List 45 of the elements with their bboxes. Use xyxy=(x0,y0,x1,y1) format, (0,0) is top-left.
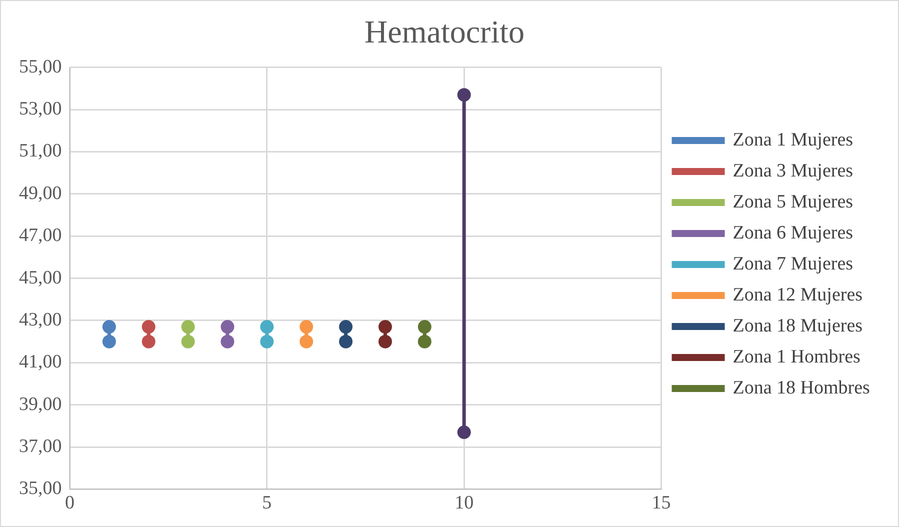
x-tick-label: 0 xyxy=(65,492,74,514)
legend-label: Zona 18 Hombres xyxy=(732,377,870,398)
y-tick-label: 37,00 xyxy=(19,436,62,458)
legend-label: Zona 6 Mujeres xyxy=(732,222,854,244)
legend-label: Zona 12 Mujeres xyxy=(732,284,863,306)
point xyxy=(220,334,234,348)
point xyxy=(418,334,432,348)
point xyxy=(300,334,314,348)
point xyxy=(457,426,471,440)
point xyxy=(220,320,234,334)
point xyxy=(260,334,274,348)
point xyxy=(300,320,314,334)
point xyxy=(378,320,392,334)
legend-label: Zona 18 Mujeres xyxy=(732,315,863,336)
point xyxy=(181,320,195,334)
x-tick-label: 10 xyxy=(454,492,474,514)
y-tick-label: 35,00 xyxy=(19,478,62,500)
point xyxy=(339,320,353,334)
y-tick-label: 49,00 xyxy=(19,182,62,204)
point xyxy=(260,320,274,334)
point xyxy=(142,320,156,334)
y-tick-label: 43,00 xyxy=(19,309,62,330)
legend-label: Zona 7 Mujeres xyxy=(732,253,854,274)
chart-title: Hematocrito xyxy=(364,14,524,50)
legend-label: Zona 5 Mujeres xyxy=(732,191,854,212)
legend-label: Zona 1 Hombres xyxy=(732,346,860,368)
point xyxy=(457,88,471,102)
point xyxy=(418,320,432,334)
legend-label: Zona 1 Mujeres xyxy=(732,129,854,150)
point xyxy=(181,334,195,348)
y-tick-label: 53,00 xyxy=(19,98,62,120)
point xyxy=(378,334,392,348)
y-tick-label: 47,00 xyxy=(19,225,62,246)
point xyxy=(102,320,116,334)
y-tick-label: 39,00 xyxy=(19,394,62,415)
legend-label: Zona 3 Mujeres xyxy=(732,160,854,182)
point xyxy=(102,334,116,348)
x-tick-label: 15 xyxy=(652,492,671,514)
y-tick-label: 41,00 xyxy=(19,352,62,373)
y-tick-label: 55,00 xyxy=(19,56,62,78)
point xyxy=(142,334,156,348)
x-tick-label: 5 xyxy=(262,492,272,514)
y-tick-label: 51,00 xyxy=(19,140,62,162)
y-tick-label: 45,00 xyxy=(19,267,62,288)
point xyxy=(339,334,353,348)
